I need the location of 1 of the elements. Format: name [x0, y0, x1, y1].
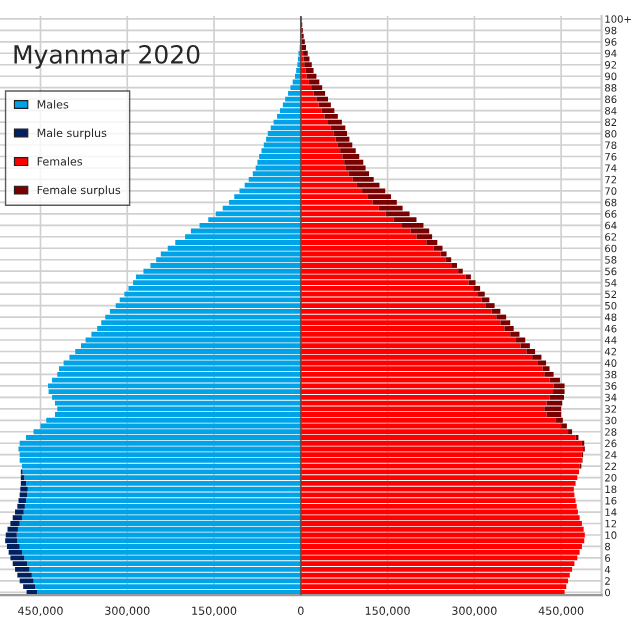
text: Myanmar 2020	[14, 44, 200, 69]
